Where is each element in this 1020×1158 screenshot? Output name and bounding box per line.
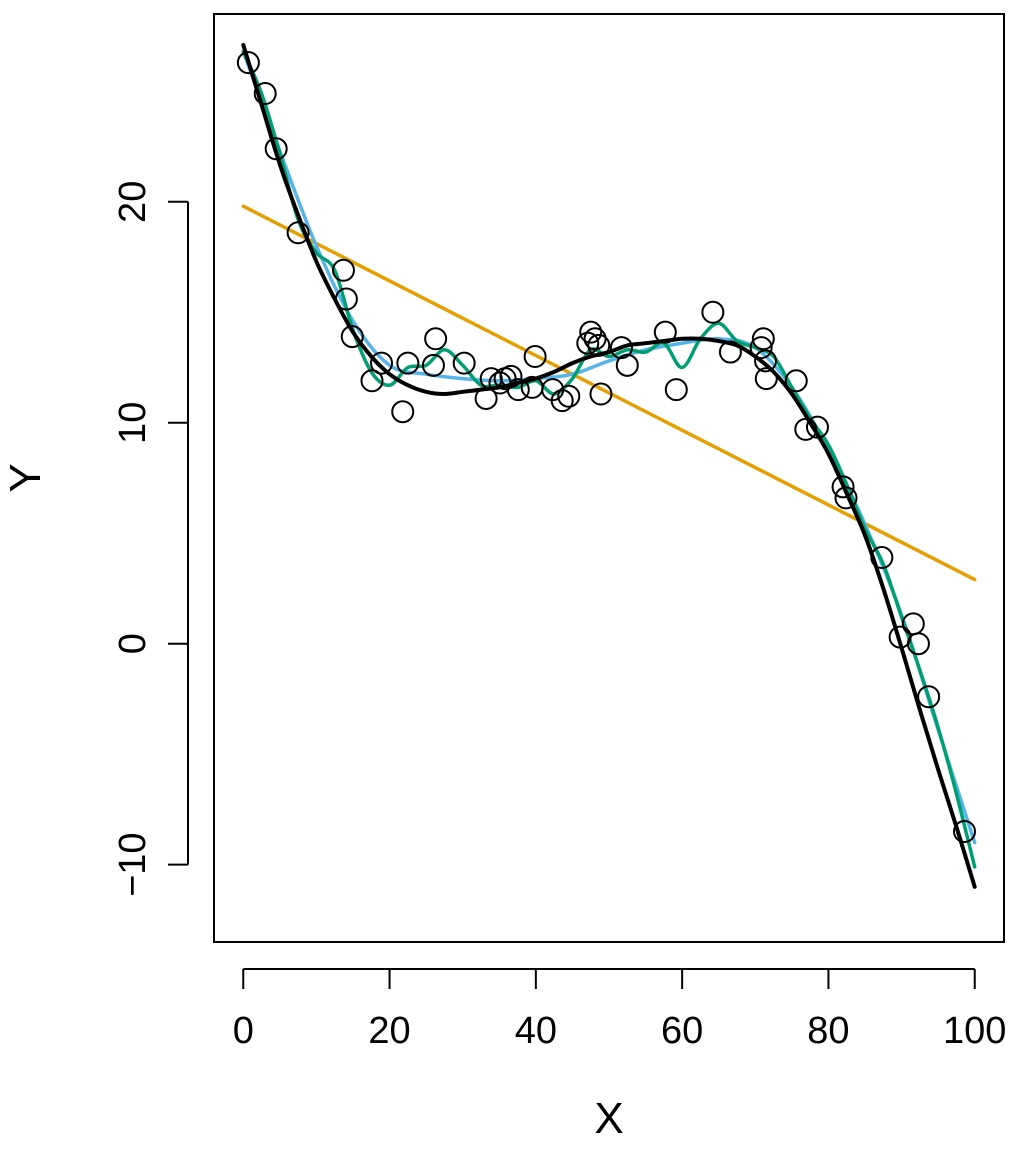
data-point (664, 378, 688, 402)
data-point (334, 287, 358, 311)
data-point (749, 336, 773, 360)
y-tick-label: 0 (112, 633, 154, 654)
x-tick-label: 40 (515, 1010, 557, 1052)
data-point (609, 336, 633, 360)
data-point (396, 351, 420, 375)
data-points (236, 51, 976, 844)
data-point (953, 820, 976, 844)
fit-lines (241, 42, 977, 889)
x-axis: 0 20 40 60 80 100 (233, 968, 1006, 1052)
data-point (391, 400, 415, 424)
plot-frame (213, 13, 1005, 943)
data-point (615, 353, 639, 377)
x-tick-label: 100 (943, 1010, 1006, 1052)
x-tick-label: 0 (233, 1010, 254, 1052)
x-tick-label: 80 (807, 1010, 849, 1052)
data-point (264, 137, 288, 161)
x-tick-label: 20 (368, 1010, 410, 1052)
data-point (831, 475, 855, 499)
x-axis-title: X (594, 1094, 623, 1143)
series-line-1 (241, 204, 977, 582)
data-point (805, 415, 829, 439)
data-point (421, 353, 445, 377)
y-tick-label: 10 (112, 402, 154, 444)
data-point (523, 344, 547, 368)
data-point (452, 351, 476, 375)
data-point (370, 351, 394, 375)
data-point (653, 320, 677, 344)
data-point (589, 382, 613, 406)
data-point (331, 258, 355, 282)
data-point (754, 349, 778, 373)
data-point (340, 325, 364, 349)
data-point (784, 369, 808, 393)
data-point (870, 546, 894, 570)
data-point (751, 327, 775, 351)
data-point (550, 389, 574, 413)
data-point (286, 221, 310, 245)
data-point (557, 384, 581, 408)
data-point (701, 300, 725, 324)
y-axis-title: Y (1, 463, 50, 492)
data-point (506, 378, 530, 402)
data-point (360, 369, 384, 393)
series-line-3 (241, 49, 977, 869)
data-point (253, 82, 277, 106)
series-line-2 (241, 49, 977, 845)
data-point (906, 632, 930, 656)
data-point (499, 364, 523, 388)
x-tick-label: 60 (661, 1010, 703, 1052)
data-point (424, 327, 448, 351)
data-point (917, 685, 941, 709)
data-point (754, 367, 778, 391)
data-point (794, 417, 818, 441)
data-point (579, 320, 603, 344)
data-point (718, 340, 742, 364)
y-axis: −10 0 10 20 (112, 181, 189, 897)
y-tick-label: −10 (112, 832, 154, 896)
series-line-4 (241, 42, 977, 889)
y-tick-label: 20 (112, 181, 154, 223)
data-point (236, 51, 260, 75)
data-point (834, 486, 858, 510)
data-point (587, 333, 611, 357)
